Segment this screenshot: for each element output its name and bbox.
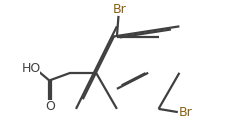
Text: Br: Br — [112, 3, 126, 16]
Text: O: O — [45, 100, 55, 113]
Text: HO: HO — [22, 62, 41, 75]
Text: Br: Br — [179, 106, 193, 119]
